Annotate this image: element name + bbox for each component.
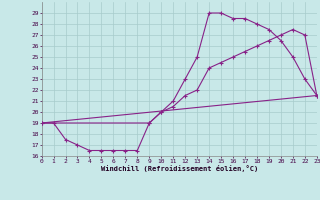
X-axis label: Windchill (Refroidissement éolien,°C): Windchill (Refroidissement éolien,°C) [100, 165, 258, 172]
